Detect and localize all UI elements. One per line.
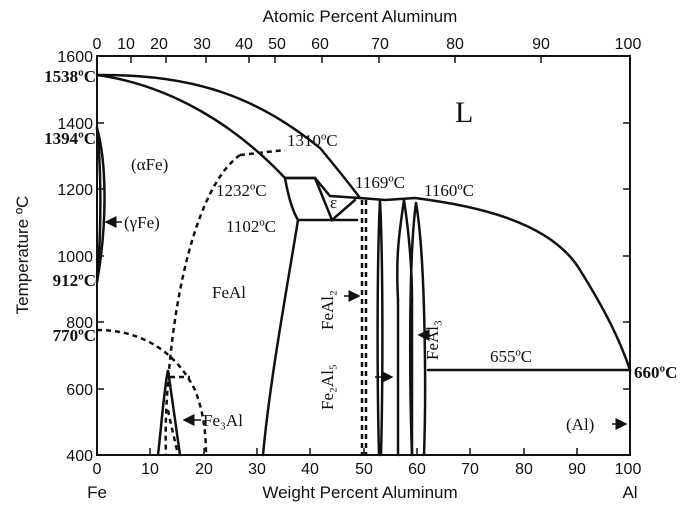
temp-label-1102: 1102ºC — [226, 217, 276, 236]
temp-label-1310: 1310ºC — [287, 131, 338, 150]
phase-label-al: (Al) — [566, 415, 594, 434]
feal2-dashed — [360, 200, 368, 455]
top-tick-label: 0 — [93, 36, 102, 53]
y-tick-label: 400 — [66, 448, 93, 465]
gamma-loop-inner — [95, 126, 102, 284]
end-label-fe: Fe — [87, 483, 107, 502]
phase-label-alpha-fe: (αFe) — [131, 155, 168, 174]
top-tick-marks — [130, 56, 542, 63]
temp-label-660: 660ºC — [634, 363, 677, 382]
y-tick-marks — [97, 122, 630, 390]
phase-label-feal3: FeAl₃ — [423, 320, 442, 360]
phase-label-fe3al: Fe₃Al — [203, 411, 243, 430]
top-tick-label: 100 — [615, 36, 642, 53]
phase-label-feal: FeAl — [212, 283, 246, 302]
bottom-tick-label: 10 — [141, 461, 159, 478]
bottom-tick-label: 40 — [301, 461, 319, 478]
y-tick-labels: 400 600 800 1000 1200 1400 1600 — [57, 49, 93, 465]
bottom-axis-title: Weight Percent Aluminum — [262, 483, 457, 502]
phase-label-feal2: FeAl₂ — [318, 290, 337, 330]
interior-temperature-labels: 1310ºC 1232ºC 1102ºC 1169ºC 1160ºC 655ºC — [216, 131, 532, 366]
bottom-tick-label: 20 — [195, 461, 213, 478]
temp-label-912: 912ºC — [53, 271, 96, 290]
fe3al-dashed-lower — [166, 409, 180, 456]
phase-label-fe2al5: Fe₂Al₅ — [318, 364, 337, 410]
y-tick-label: 1200 — [57, 182, 93, 199]
y-tick-label: 1600 — [57, 49, 93, 66]
top-tick-label: 50 — [268, 36, 286, 53]
y-tick-label: 800 — [66, 315, 93, 332]
top-tick-label: 20 — [150, 36, 168, 53]
top-tick-label: 40 — [235, 36, 253, 53]
end-label-al: Al — [622, 483, 637, 502]
top-tick-label: 70 — [371, 36, 389, 53]
top-tick-labels: 0 10 20 30 40 50 60 70 80 90 100 — [93, 36, 642, 53]
liquidus-line — [95, 73, 632, 372]
temp-label-1232: 1232ºC — [216, 181, 267, 200]
temp-label-1160: 1160ºC — [424, 181, 474, 200]
temp-label-1394: 1394ºC — [44, 129, 96, 148]
top-tick-label: 10 — [117, 36, 135, 53]
bottom-tick-label: 90 — [568, 461, 586, 478]
left-temperature-labels: 1538ºC 1394ºC 912ºC 770ºC — [44, 67, 96, 345]
feal-boundary — [261, 218, 300, 457]
plot-frame — [96, 55, 631, 456]
alpha-feal-transition — [164, 153, 241, 456]
bottom-tick-label: 100 — [615, 461, 642, 478]
bottom-tick-labels: 0 10 20 30 40 50 60 70 80 90 100 — [93, 461, 642, 478]
gamma-loop — [95, 126, 106, 284]
temp-label-770: 770ºC — [53, 326, 96, 345]
top-tick-label: 60 — [311, 36, 329, 53]
temp-label-1169: 1169ºC — [355, 173, 405, 192]
bottom-tick-marks — [149, 448, 578, 455]
dashed-phase-boundaries — [96, 148, 368, 456]
phase-label-liquid: L — [455, 96, 473, 129]
curie-line — [96, 328, 208, 456]
y-tick-label: 1400 — [57, 116, 93, 133]
phase-label-gamma-fe: (γFe) — [124, 213, 160, 232]
y-tick-label: 600 — [66, 382, 93, 399]
bottom-tick-label: 80 — [515, 461, 533, 478]
temp-label-655: 655ºC — [490, 347, 532, 366]
alpha-feal-top — [239, 148, 286, 157]
top-tick-label: 30 — [193, 36, 211, 53]
top-axis-title: Atomic Percent Aluminum — [263, 7, 458, 26]
top-tick-label: 90 — [532, 36, 550, 53]
top-tick-label: 80 — [446, 36, 464, 53]
phase-label-epsilon: ε — [330, 193, 337, 212]
bottom-tick-label: 0 — [93, 461, 102, 478]
y-tick-label: 1000 — [57, 249, 93, 266]
solid-phase-boundaries — [95, 55, 632, 457]
bottom-tick-label: 30 — [248, 461, 266, 478]
bottom-tick-label: 60 — [408, 461, 426, 478]
temp-label-1538: 1538ºC — [44, 67, 96, 86]
bottom-tick-label: 50 — [355, 461, 373, 478]
fe3al-boundary — [156, 369, 182, 457]
feal2-boundary — [376, 198, 384, 457]
y-axis-title: Temperature ºC — [13, 196, 32, 315]
bottom-tick-label: 70 — [461, 461, 479, 478]
